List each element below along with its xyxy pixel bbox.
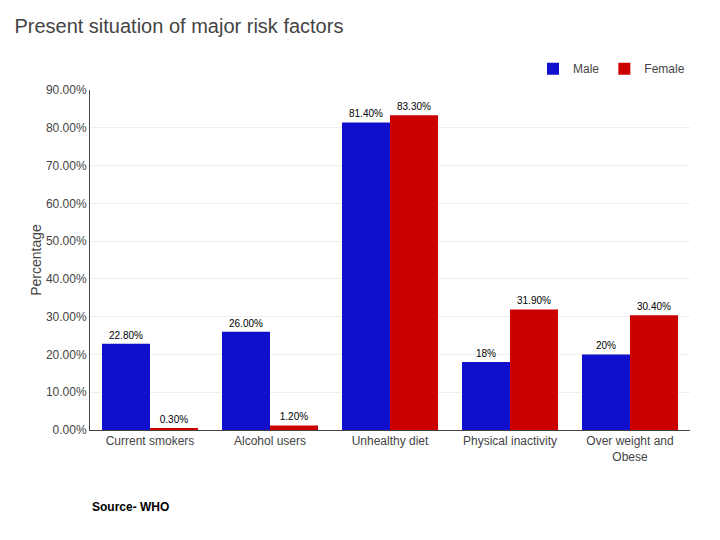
- svg-text:40.00%: 40.00%: [46, 272, 87, 286]
- svg-text:Alcohol users: Alcohol users: [234, 434, 306, 448]
- svg-text:31.90%: 31.90%: [517, 295, 551, 306]
- svg-text:20%: 20%: [596, 340, 616, 351]
- svg-text:20.00%: 20.00%: [46, 348, 87, 362]
- svg-text:80.00%: 80.00%: [46, 121, 87, 135]
- svg-text:Female: Female: [644, 62, 684, 76]
- svg-text:18%: 18%: [476, 348, 496, 359]
- svg-text:83.30%: 83.30%: [397, 101, 431, 112]
- svg-text:Current smokers: Current smokers: [106, 434, 195, 448]
- svg-text:22.80%: 22.80%: [109, 330, 143, 341]
- svg-text:0.00%: 0.00%: [53, 423, 87, 437]
- svg-text:90.00%: 90.00%: [46, 83, 87, 97]
- svg-text:1.20%: 1.20%: [280, 411, 308, 422]
- svg-text:70.00%: 70.00%: [46, 159, 87, 173]
- svg-text:10.00%: 10.00%: [46, 385, 87, 399]
- svg-text:30.00%: 30.00%: [46, 310, 87, 324]
- svg-text:Present situation of major ris: Present situation of major risk factors: [14, 15, 343, 37]
- svg-text:Physical inactivity: Physical inactivity: [463, 434, 557, 448]
- svg-text:Unhealthy diet: Unhealthy diet: [352, 434, 429, 448]
- svg-text:30.40%: 30.40%: [637, 301, 671, 312]
- svg-text:50.00%: 50.00%: [46, 234, 87, 248]
- svg-text:Source- WHO: Source- WHO: [92, 500, 169, 514]
- svg-text:60.00%: 60.00%: [46, 197, 87, 211]
- svg-text:26.00%: 26.00%: [229, 318, 263, 329]
- svg-text:Male: Male: [573, 62, 599, 76]
- svg-text:Percentage: Percentage: [28, 224, 44, 296]
- svg-text:0.30%: 0.30%: [160, 414, 188, 425]
- svg-text:81.40%: 81.40%: [349, 108, 383, 119]
- svg-text:Over weight andObese: Over weight andObese: [586, 434, 673, 464]
